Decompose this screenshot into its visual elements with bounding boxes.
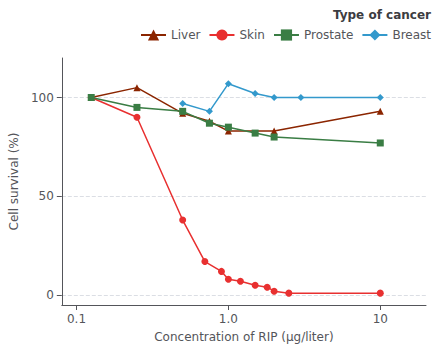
svg-text:Breast: Breast xyxy=(392,28,431,42)
svg-text:10: 10 xyxy=(373,312,388,326)
svg-text:0.1: 0.1 xyxy=(67,312,86,326)
svg-text:0: 0 xyxy=(46,288,54,302)
svg-text:Type of cancer: Type of cancer xyxy=(333,8,431,22)
svg-text:100: 100 xyxy=(31,91,54,105)
svg-text:50: 50 xyxy=(39,189,54,203)
svg-text:Concentration of RIP (μg/liter: Concentration of RIP (μg/liter) xyxy=(154,330,333,344)
svg-text:1.0: 1.0 xyxy=(219,312,238,326)
svg-text:Skin: Skin xyxy=(239,28,265,42)
svg-text:Prostate: Prostate xyxy=(304,28,353,42)
svg-text:Liver: Liver xyxy=(171,28,201,42)
svg-text:Cell survival (%): Cell survival (%) xyxy=(7,133,21,231)
